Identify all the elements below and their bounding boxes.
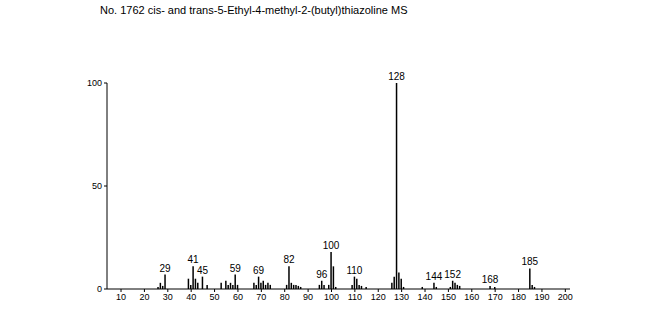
svg-text:0: 0 <box>97 284 102 294</box>
svg-text:168: 168 <box>482 274 499 285</box>
svg-text:50: 50 <box>92 181 102 191</box>
html-text:No. 1762 cis- and trans-5-Ethy: No. 1762 cis- and trans-5-Ethyl-4-methyl… <box>100 4 408 16</box>
svg-text:100: 100 <box>87 78 102 88</box>
svg-text:59: 59 <box>230 263 242 274</box>
svg-text:29: 29 <box>159 263 171 274</box>
svg-text:120: 120 <box>371 292 386 302</box>
svg-text:110: 110 <box>346 265 362 276</box>
svg-text:144: 144 <box>426 271 443 282</box>
svg-text:185: 185 <box>521 256 538 267</box>
svg-text:60: 60 <box>233 292 243 302</box>
svg-text:100: 100 <box>323 240 340 251</box>
svg-text:130: 130 <box>394 292 409 302</box>
svg-text:180: 180 <box>511 292 526 302</box>
svg-text:190: 190 <box>534 292 549 302</box>
svg-text:69: 69 <box>253 265 265 276</box>
svg-text:128: 128 <box>388 71 405 82</box>
svg-text:82: 82 <box>283 254 295 265</box>
svg-text:10: 10 <box>116 292 126 302</box>
svg-text:150: 150 <box>441 292 456 302</box>
svg-text:50: 50 <box>210 292 220 302</box>
svg-text:80: 80 <box>280 292 290 302</box>
svg-text:41: 41 <box>187 254 199 266</box>
svg-text:200: 200 <box>558 292 573 302</box>
svg-text:100: 100 <box>324 292 339 302</box>
svg-text:30: 30 <box>163 292 173 302</box>
svg-text:40: 40 <box>186 292 196 302</box>
svg-text:160: 160 <box>464 292 479 302</box>
svg-text:20: 20 <box>139 292 149 302</box>
svg-text:45: 45 <box>197 265 209 276</box>
svg-text:152: 152 <box>444 269 461 280</box>
svg-text:90: 90 <box>303 292 313 302</box>
svg-text:70: 70 <box>256 292 266 302</box>
svg-text:170: 170 <box>488 292 503 302</box>
svg-text:110: 110 <box>348 292 362 302</box>
svg-text:96: 96 <box>316 269 328 280</box>
svg-text:140: 140 <box>418 292 433 302</box>
